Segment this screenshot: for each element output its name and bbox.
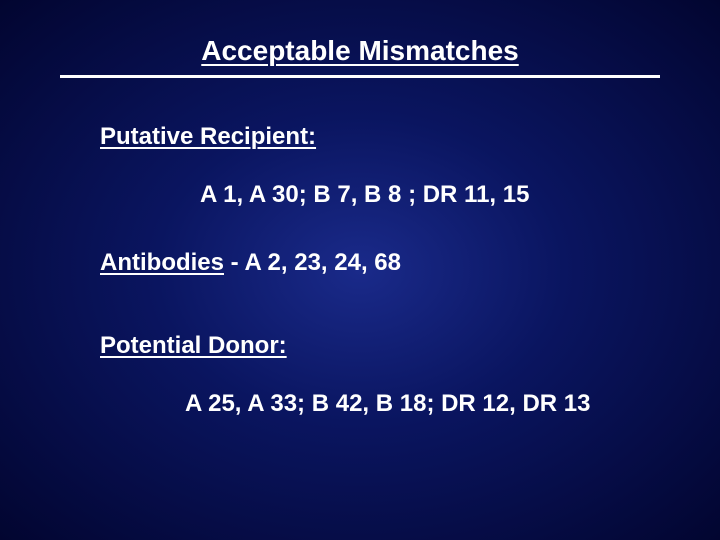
donor-label: Potential Donor:: [100, 332, 640, 360]
antibodies-line: Antibodies - A 2, 23, 24, 68: [100, 249, 640, 277]
antibodies-sep: -: [224, 249, 244, 276]
antibodies-data: A 2, 23, 24, 68: [244, 249, 401, 276]
slide-container: Acceptable Mismatches Putative Recipient…: [0, 0, 720, 540]
donor-data: A 25, A 33; B 42, B 18; DR 12, DR 13: [100, 390, 640, 418]
title-wrap: Acceptable Mismatches: [50, 35, 670, 67]
recipient-data: A 1, A 30; B 7, B 8 ; DR 11, 15: [100, 181, 640, 209]
slide-title: Acceptable Mismatches: [201, 35, 518, 67]
title-rule: [60, 75, 660, 78]
recipient-label: Putative Recipient:: [100, 123, 640, 151]
antibodies-label: Antibodies: [100, 249, 224, 276]
content-block: Putative Recipient: A 1, A 30; B 7, B 8 …: [50, 123, 670, 418]
